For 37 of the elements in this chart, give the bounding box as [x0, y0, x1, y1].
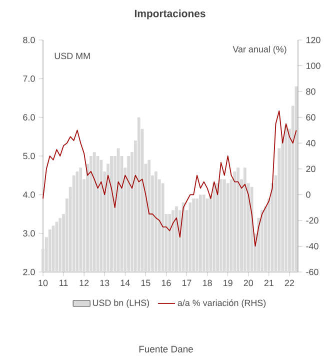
y-tick-label: 6.0 — [23, 114, 35, 121]
source-note: Fuente Dane — [139, 346, 193, 352]
y2-tick-label: 100 — [306, 62, 320, 69]
y-tick-label: 7.0 — [23, 75, 35, 82]
x-tick-label: 10 — [38, 280, 48, 286]
chart-title: Importaciones — [134, 10, 206, 20]
x-tick-label: 11 — [60, 280, 68, 286]
x-tick-label: 19 — [224, 280, 232, 286]
x-tick-label: 14 — [120, 280, 130, 286]
x-tick-label: 17 — [182, 280, 192, 286]
y2-tick-label: -20 — [306, 217, 318, 224]
legend-label: a/a % variación (RHS) — [178, 299, 266, 308]
x-tick-label: 22 — [284, 280, 294, 286]
y2-tick-label: 120 — [306, 36, 320, 44]
y2-tick-label: 40 — [306, 140, 316, 146]
y2-tick-label: 80 — [306, 88, 316, 95]
x-tick-label: 20 — [244, 280, 254, 286]
y-tick-label: 2.0 — [23, 268, 35, 276]
line-series — [42, 110, 297, 247]
y-axis-title: USD MM — [54, 52, 90, 60]
y-tick-label: 5.0 — [23, 152, 35, 160]
x-tick-label: 16 — [162, 280, 171, 286]
y2-tick-label: 0 — [306, 191, 310, 198]
y2-tick-label: 20 — [306, 166, 316, 172]
x-tick-label: 18 — [203, 280, 212, 286]
x-tick-label: 12 — [80, 280, 89, 286]
x-tick-label: 13 — [100, 280, 110, 286]
y-tick-label: 3.0 — [23, 230, 35, 237]
y2-tick-label: -60 — [306, 268, 318, 276]
legend-label: USD bn (LHS) — [92, 299, 150, 308]
y2-axis-title: Var anual (%) — [232, 46, 286, 54]
x-tick-label: 21 — [264, 280, 274, 286]
x-tick-label: 15 — [141, 280, 150, 286]
y2-tick-label: 60 — [306, 114, 316, 121]
y-tick-label: 8.0 — [23, 36, 35, 44]
y-tick-label: 4.0 — [22, 191, 35, 198]
y2-tick-label: -40 — [306, 243, 318, 250]
